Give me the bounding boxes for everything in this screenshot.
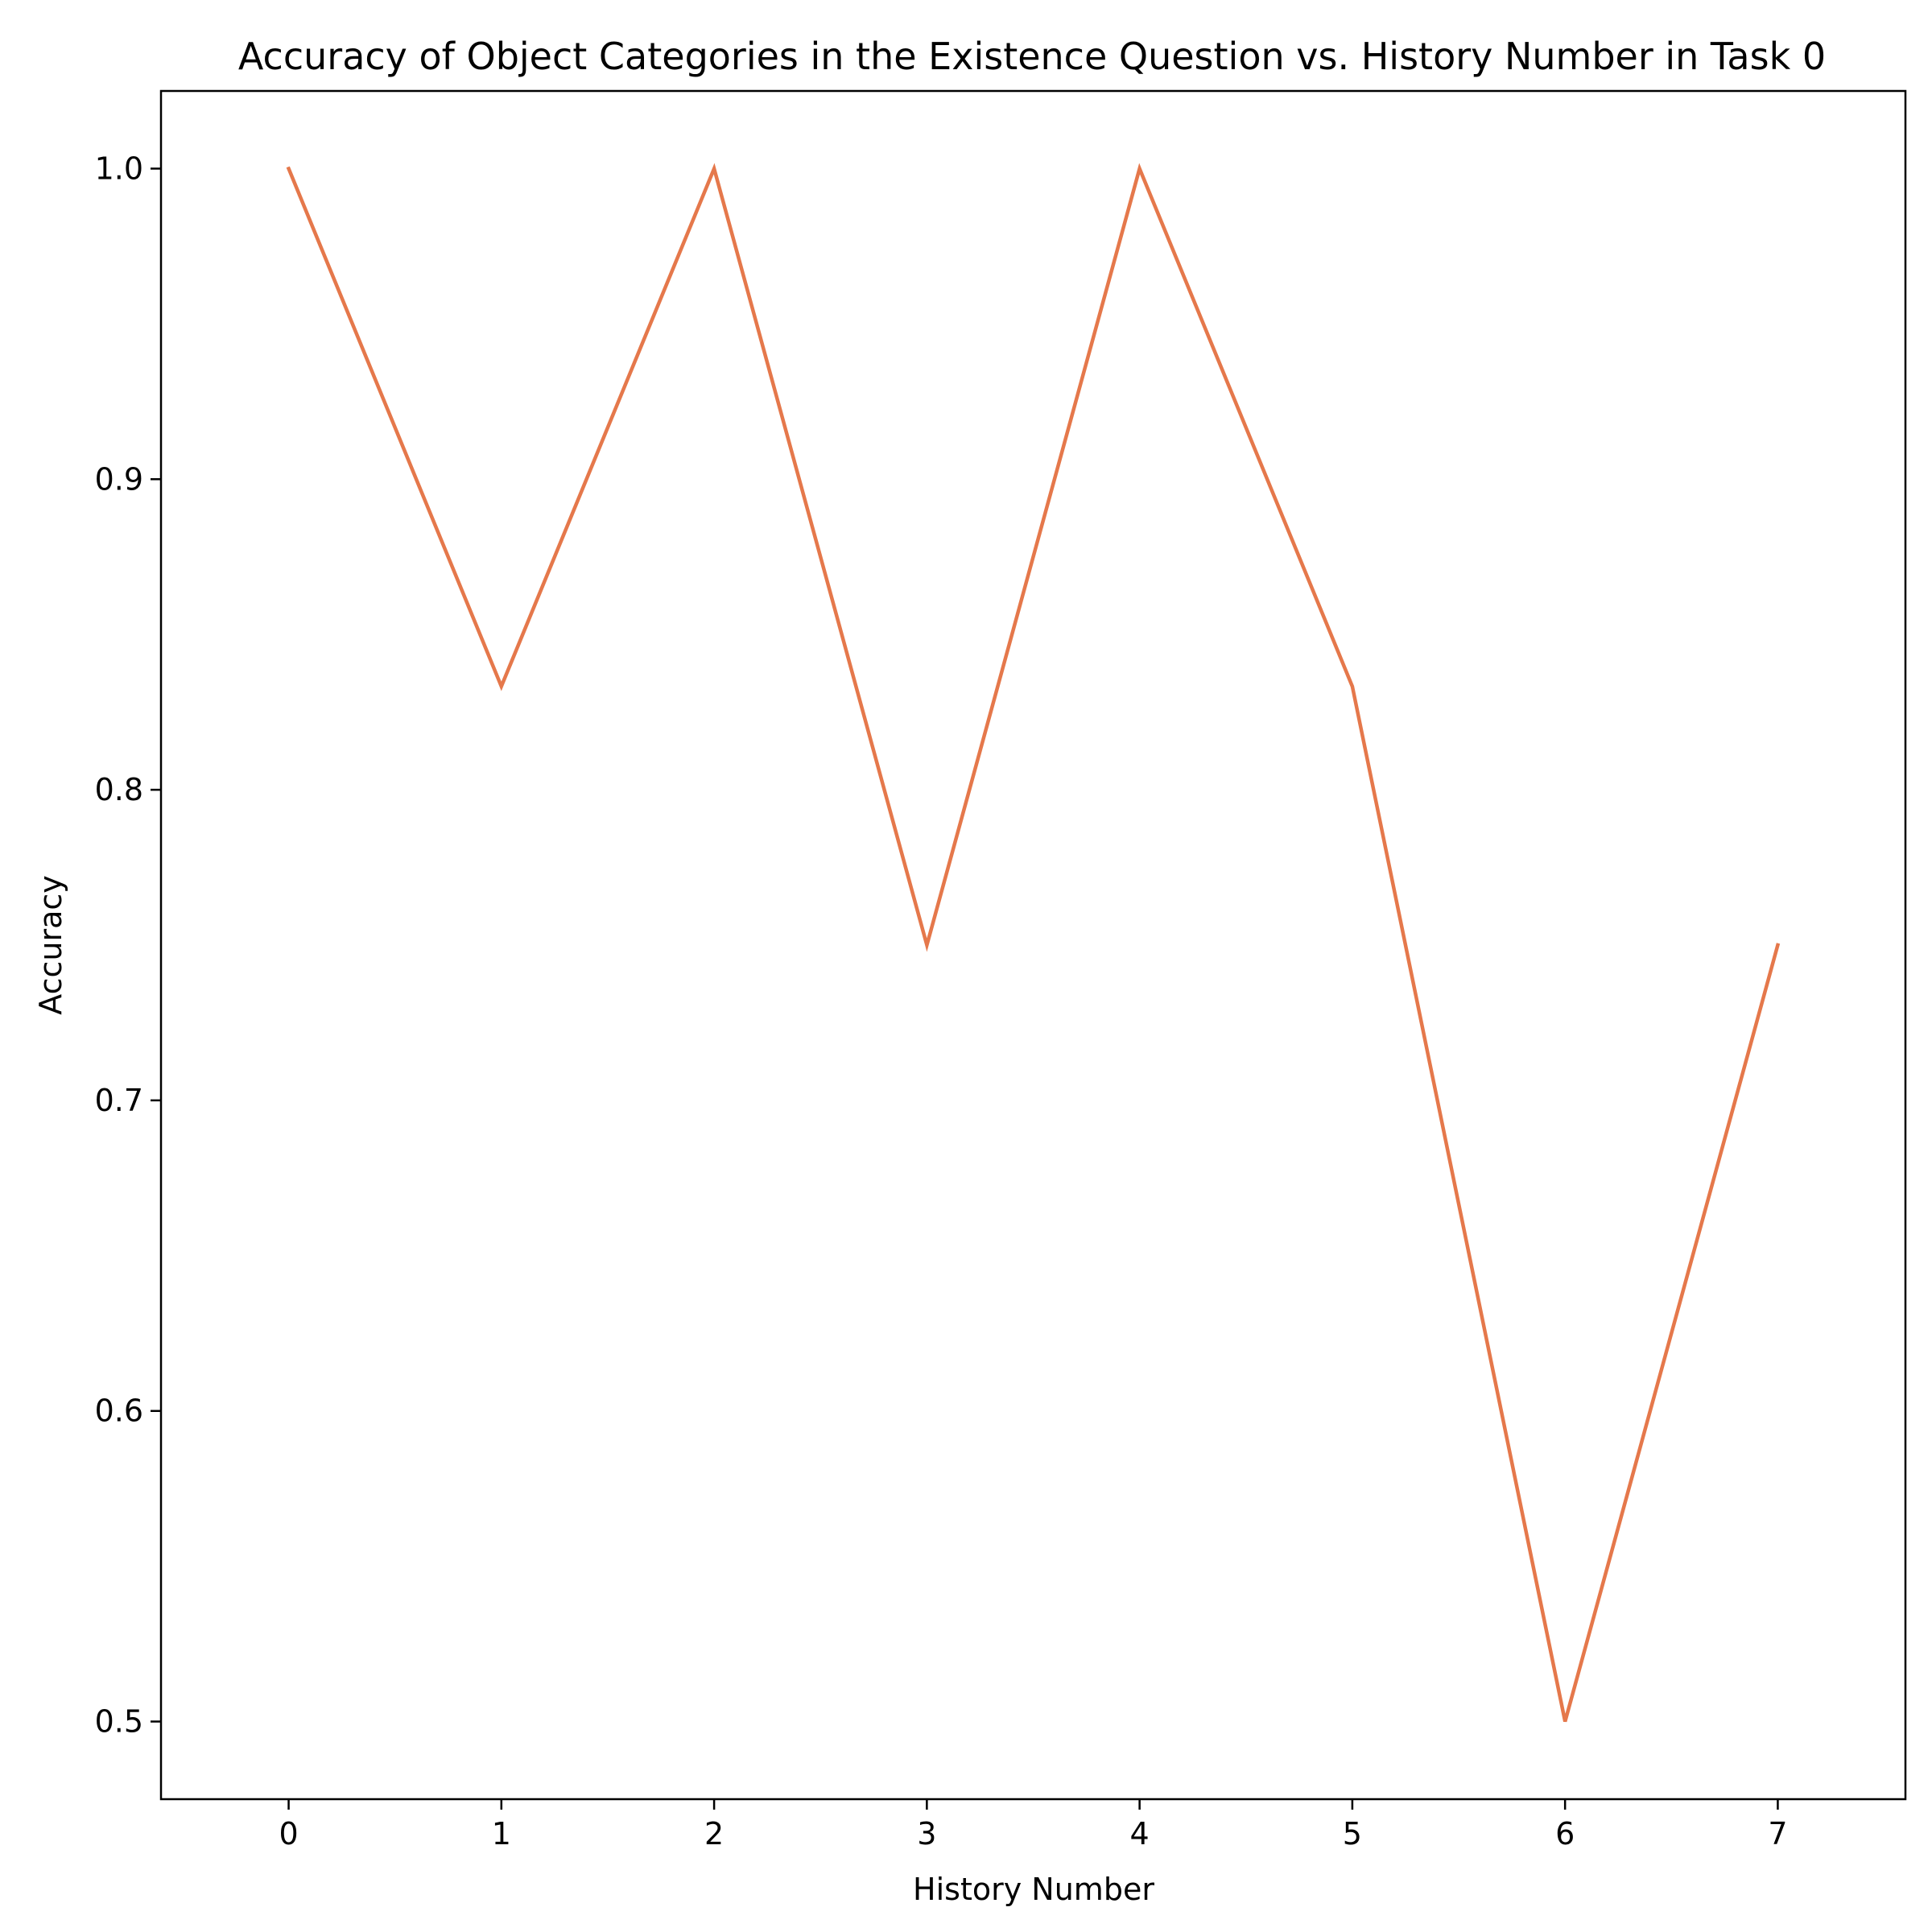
series-layer xyxy=(286,163,1781,1723)
x-axis-label: History Number xyxy=(913,1872,1154,1907)
x-tick-label: 0 xyxy=(279,1816,298,1852)
x-tick-label: 7 xyxy=(1768,1816,1787,1852)
x-axis-ticks: 0 1 2 3 4 5 6 7 xyxy=(279,1799,1788,1852)
x-tick-label: 2 xyxy=(704,1816,724,1852)
y-tick-label: 1.0 xyxy=(95,151,143,186)
chart-title: Accuracy of Object Categories in the Exi… xyxy=(238,35,1826,78)
plot-frame xyxy=(159,89,1907,1801)
y-tick-label: 0.6 xyxy=(95,1393,143,1429)
plot-area xyxy=(159,89,1907,1801)
x-tick-label: 4 xyxy=(1130,1816,1150,1852)
x-tick-label: 1 xyxy=(492,1816,511,1852)
x-tick-label: 6 xyxy=(1555,1816,1575,1852)
series-line xyxy=(286,163,1781,1723)
y-tick-label: 0.8 xyxy=(95,772,143,807)
y-tick-label: 0.9 xyxy=(95,461,143,497)
y-axis-ticks: 0.5 0.6 0.7 0.8 0.9 1.0 xyxy=(95,151,161,1740)
y-tick-label: 0.7 xyxy=(95,1083,143,1118)
x-tick-label: 5 xyxy=(1343,1816,1362,1852)
x-tick-label: 3 xyxy=(917,1816,936,1852)
y-tick-label: 0.5 xyxy=(95,1704,143,1740)
y-axis-label: Accuracy xyxy=(33,875,68,1015)
